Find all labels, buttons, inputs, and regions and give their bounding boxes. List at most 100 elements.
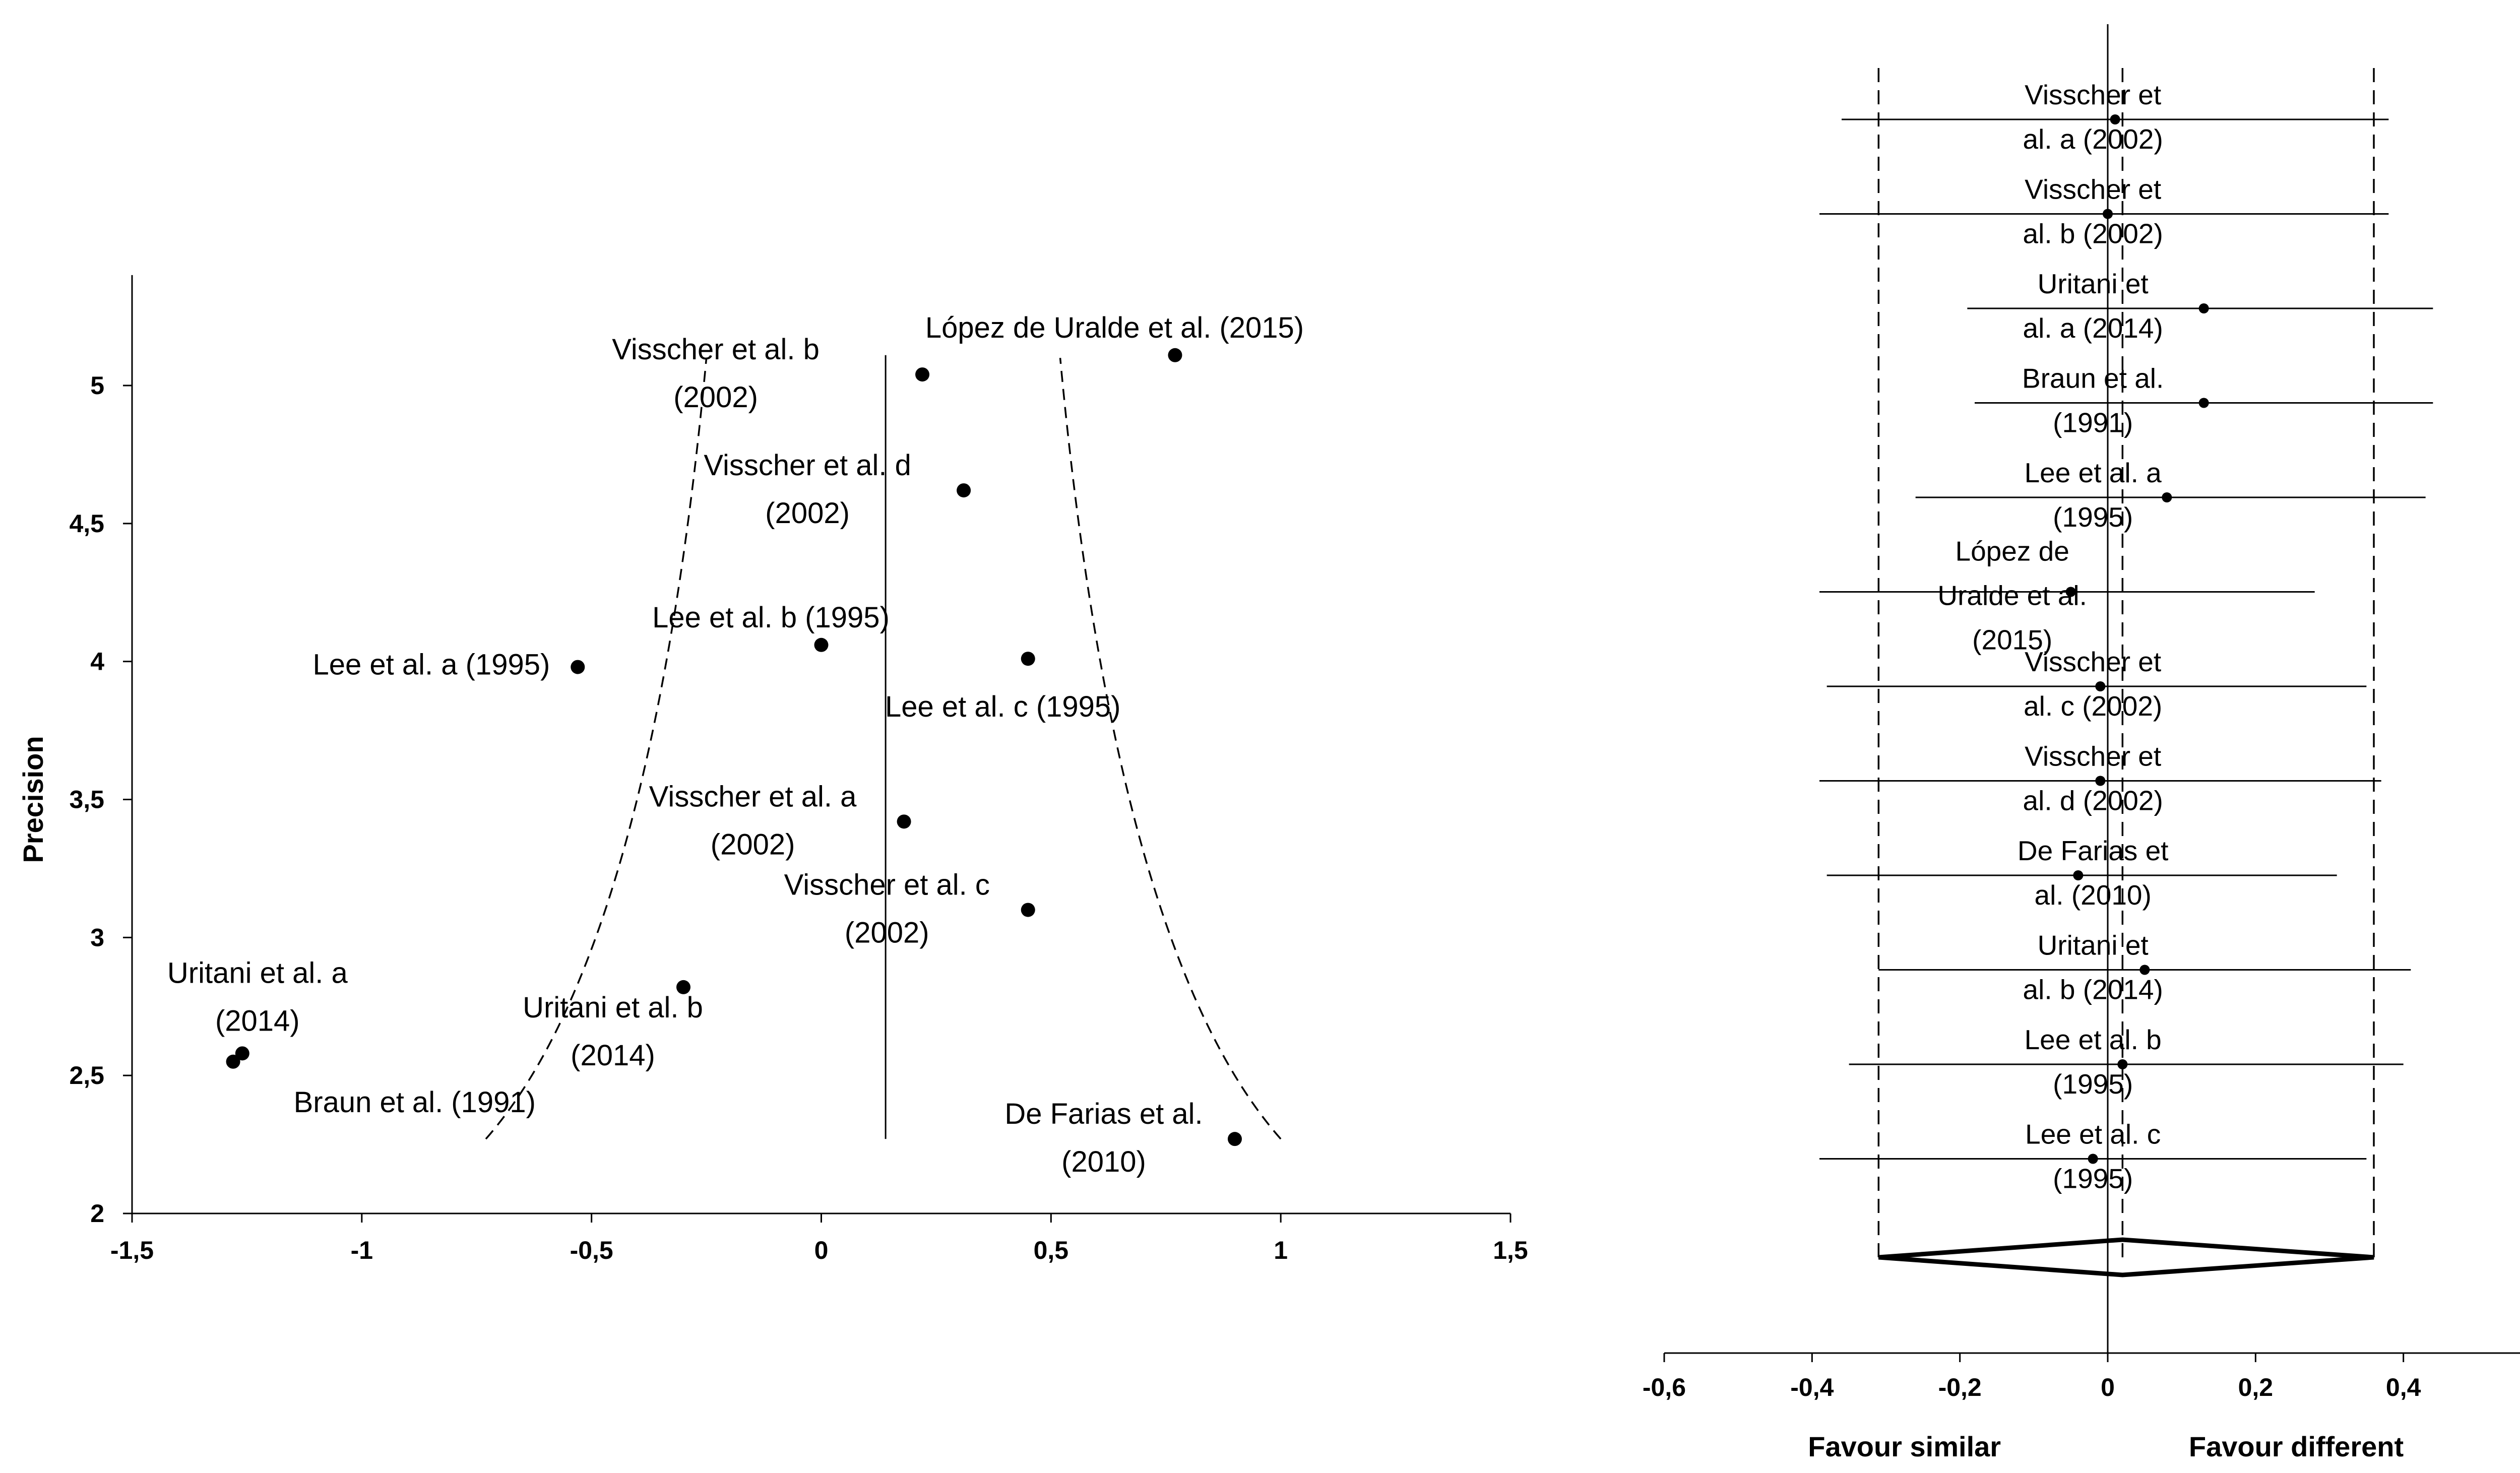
- study-label-line: al. b (2014): [2023, 974, 2163, 1005]
- favour-different-label: Favour different: [2189, 1431, 2404, 1462]
- point-label-line: Visscher et al. b: [612, 333, 820, 366]
- study-estimate-marker: [2198, 303, 2209, 313]
- funnel-limit-left: [485, 358, 708, 1140]
- point-label: Lee et al. a (1995): [313, 649, 550, 681]
- point-label-line: Visscher et al. d: [704, 449, 911, 482]
- data-point: [1021, 903, 1035, 917]
- point-label-line: (2002): [765, 497, 850, 530]
- y-tick-label: 4,5: [69, 509, 104, 538]
- data-point: [1228, 1132, 1242, 1146]
- y-tick-label: 3,5: [69, 786, 104, 814]
- y-tick-label: 2,5: [69, 1061, 104, 1090]
- study-estimate-marker: [2065, 587, 2076, 597]
- point-label-line: López de Uralde et al. (2015): [925, 311, 1304, 344]
- y-tick-label: 4: [90, 648, 104, 676]
- x-tick-label: -1: [351, 1236, 373, 1264]
- point-label-line: Uritani et al. a: [167, 956, 348, 989]
- study-label-line: al. c (2002): [2024, 690, 2162, 722]
- funnel-plot: -1,5 -1 -0,5 0 0,5 1 1,5 2 2,5 3 3,5 4 4,5 5 Precision…: [17, 275, 1528, 1264]
- study-label-line: Visscher et: [2025, 174, 2161, 205]
- point-label: López de Uralde et al. (2015): [925, 311, 1304, 344]
- study-label-line: De Farias et: [2018, 835, 2169, 866]
- study-estimate-marker: [2139, 965, 2150, 975]
- point-label-line: (2002): [673, 381, 758, 414]
- study-estimate-marker: [2198, 398, 2209, 408]
- point-label-line: Visscher et al. c: [784, 869, 990, 902]
- forest-x-tick-label: 0: [2101, 1373, 2115, 1401]
- study-label-line: Uralde et al.: [1937, 580, 2087, 611]
- x-tick-label: 1,5: [1493, 1236, 1528, 1264]
- study-label-line: (1995): [2053, 501, 2133, 533]
- x-tick-label: -1,5: [110, 1236, 154, 1264]
- study-label-line: al. a (2014): [2023, 312, 2163, 344]
- forest-x-tick-label: 0,4: [2386, 1373, 2421, 1401]
- study-estimate-marker: [2095, 681, 2106, 691]
- study-label-line: (1995): [2053, 1163, 2133, 1194]
- forest-x-tick-label: -0,4: [1790, 1373, 1834, 1401]
- point-label-line: Braun et al. (1991): [294, 1086, 536, 1119]
- point-label-line: Lee et al. a (1995): [313, 649, 550, 681]
- point-label: Braun et al. (1991): [294, 1086, 536, 1119]
- forest-x-tick-label: -0,2: [1938, 1373, 1982, 1401]
- study-estimate-marker: [2103, 209, 2113, 219]
- point-label-line: (2002): [845, 917, 929, 949]
- study-label-line: (1995): [2053, 1068, 2133, 1100]
- point-label: Uritani et al. a (2014): [167, 956, 348, 1037]
- study-label-line: al. d (2002): [2023, 785, 2163, 816]
- study-label-line: Uritani et: [2038, 930, 2149, 961]
- study-estimate-marker: [2088, 1154, 2098, 1164]
- y-tick-label: 5: [90, 371, 104, 400]
- point-label: De Farias et al. (2010): [1004, 1098, 1203, 1178]
- point-label-line: (2014): [215, 1004, 300, 1037]
- point-label: Visscher et al. d (2002): [704, 449, 911, 530]
- point-label-line: (2010): [1061, 1145, 1146, 1178]
- point-label: Visscher et al. c (2002): [784, 869, 990, 949]
- overall-effect-diamond: [1878, 1237, 2374, 1277]
- forest-x-tick-label: 0,2: [2238, 1373, 2274, 1401]
- x-tick-label: -0,5: [570, 1236, 613, 1264]
- funnel-limit-right: [1059, 358, 1282, 1140]
- y-axis-title: Precision: [17, 736, 49, 863]
- study-estimate-marker: [2073, 870, 2084, 880]
- study-label-line: al. (2010): [2034, 879, 2151, 911]
- study-label-line: Braun et al.: [2022, 363, 2164, 394]
- data-point: [676, 980, 690, 994]
- study-label-line: Visscher et: [2025, 646, 2161, 677]
- forest-plot: -0,6-0,4-0,200,20,40,6Favour similarFavo…: [1643, 24, 2520, 1462]
- point-label: Visscher et al. b (2002): [612, 333, 820, 414]
- point-label: Lee et al. b (1995): [652, 601, 890, 634]
- point-label-line: Lee et al. b (1995): [652, 601, 890, 634]
- study-label-line: Lee et al. a: [2025, 457, 2162, 488]
- point-label-line: (2002): [711, 828, 795, 861]
- point-label: Uritani et al. b (2014): [523, 991, 703, 1072]
- y-tick-label: 2: [90, 1199, 104, 1228]
- study-label-line: López de: [1956, 536, 2069, 567]
- point-label-line: De Farias et al.: [1004, 1098, 1203, 1130]
- point-label: Visscher et al. a (2002): [649, 780, 857, 861]
- study-label-line: Lee et al. b: [2025, 1024, 2162, 1055]
- point-label-line: Uritani et al. b: [523, 991, 703, 1024]
- y-tick-label: 3: [90, 923, 104, 951]
- study-label-line: Visscher et: [2025, 79, 2161, 110]
- study-label-line: Visscher et: [2025, 741, 2161, 772]
- study-label-line: Uritani et: [2038, 268, 2149, 299]
- point-label-line: Visscher et al. a: [649, 780, 857, 813]
- study-label-line: al. a (2002): [2023, 123, 2163, 155]
- favour-similar-label: Favour similar: [1808, 1431, 2001, 1462]
- data-point: [1168, 348, 1182, 362]
- data-point: [1021, 652, 1035, 666]
- study-estimate-marker: [2095, 776, 2106, 786]
- data-point: [957, 483, 971, 498]
- x-tick-label: 1: [1274, 1236, 1288, 1264]
- study-label-line: (1991): [2053, 407, 2133, 438]
- study-estimate-marker: [2117, 1059, 2128, 1069]
- data-point: [571, 660, 585, 674]
- study-estimate-marker: [2162, 492, 2172, 502]
- data-point: [226, 1054, 240, 1069]
- study-label-line: al. b (2002): [2023, 218, 2163, 249]
- point-label-line: (2014): [571, 1039, 655, 1072]
- point-label-line: Lee et al. c (1995): [885, 690, 1121, 723]
- forest-x-tick-label: -0,6: [1643, 1373, 1686, 1401]
- data-point: [897, 814, 911, 829]
